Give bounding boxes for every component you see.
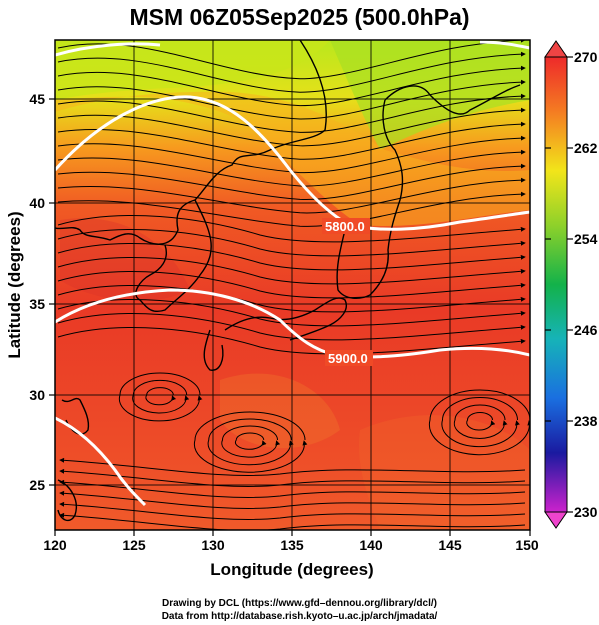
contour-label-5800: 5800.0 xyxy=(325,219,365,234)
streamline xyxy=(235,432,267,450)
streamline xyxy=(221,425,281,458)
streamline xyxy=(57,51,526,93)
streamline xyxy=(441,397,520,448)
colorbar-tick-label: 246 xyxy=(574,322,598,338)
x-axis-title: Longitude (degrees) xyxy=(210,560,373,579)
y-tick-label: 45 xyxy=(29,91,45,107)
streamline xyxy=(57,163,526,200)
streamline xyxy=(132,379,190,414)
x-tick-label: 145 xyxy=(438,537,462,553)
contour-5900 xyxy=(55,288,530,359)
streamline xyxy=(466,412,496,431)
y-tick-label: 40 xyxy=(29,195,45,211)
streamline xyxy=(57,257,526,285)
streamline xyxy=(57,135,526,174)
x-tick-label: 130 xyxy=(201,537,225,553)
streamline xyxy=(57,149,526,187)
colorbar-tick-label: 238 xyxy=(574,413,598,429)
x-tick-labels: 120 125 130 135 140 145 150 xyxy=(43,537,539,553)
contour-label-5900: 5900.0 xyxy=(328,351,368,366)
streamline xyxy=(57,40,526,80)
colorbar-tick-label: 262 xyxy=(574,140,598,156)
y-tick-label: 30 xyxy=(29,387,45,403)
contour-5800 xyxy=(55,42,530,231)
streamlines xyxy=(57,40,530,530)
colorbar-tick-label: 254 xyxy=(574,231,598,247)
contour-labels: 5800.0 5900.0 xyxy=(322,218,373,366)
x-tick-label: 120 xyxy=(43,537,67,553)
streamline xyxy=(57,229,526,257)
colorbar-top-arrow xyxy=(544,40,568,58)
streamline xyxy=(59,512,526,530)
axis-ticks xyxy=(49,98,531,536)
colorbar-bottom-arrow xyxy=(544,511,568,529)
streamline xyxy=(193,411,308,473)
chart-title: MSM 06Z05Sep2025 (500.0hPa) xyxy=(129,4,470,30)
streamline xyxy=(57,93,526,133)
streamline xyxy=(57,107,526,147)
streamline xyxy=(57,299,526,327)
x-tick-label: 135 xyxy=(280,537,304,553)
streamline xyxy=(59,468,526,487)
height-contours xyxy=(55,40,530,507)
streamline xyxy=(145,387,177,406)
streamline xyxy=(118,372,203,422)
streamline xyxy=(57,271,526,299)
x-tick-label: 125 xyxy=(122,537,146,553)
streamline xyxy=(57,243,526,271)
colorbar: 270 262 254 246 238 230 xyxy=(544,40,598,529)
contour-southwest xyxy=(55,416,147,507)
y-tick-label: 35 xyxy=(29,296,45,312)
streamline xyxy=(57,313,526,341)
colorbar-tick-label: 270 xyxy=(574,49,598,65)
contour-northeast xyxy=(479,40,530,50)
y-tick-labels: 25 30 35 40 45 xyxy=(29,91,45,493)
streamline xyxy=(428,389,530,456)
streamline xyxy=(57,191,526,227)
x-tick-label: 150 xyxy=(515,537,539,553)
streamline xyxy=(57,285,526,313)
streamline xyxy=(57,79,526,120)
colorbar-tick-label: 230 xyxy=(574,504,598,520)
streamline xyxy=(59,457,526,476)
x-tick-label: 140 xyxy=(359,537,383,553)
y-axis-title: Latitude (degrees) xyxy=(5,211,24,358)
streamline xyxy=(57,121,526,160)
streamline xyxy=(57,215,526,243)
streamline xyxy=(57,327,526,355)
streamline xyxy=(59,501,526,520)
streamline xyxy=(207,418,294,466)
streamline xyxy=(57,65,526,107)
streamline xyxy=(57,177,526,214)
y-tick-label: 25 xyxy=(29,477,45,493)
credit-drawing: Drawing by DCL (https://www.gfd–dennou.o… xyxy=(161,598,437,609)
streamline xyxy=(59,479,526,498)
streamline xyxy=(453,404,508,439)
credit-data-source: Data from http://database.rish.kyoto–u.a… xyxy=(161,611,438,622)
